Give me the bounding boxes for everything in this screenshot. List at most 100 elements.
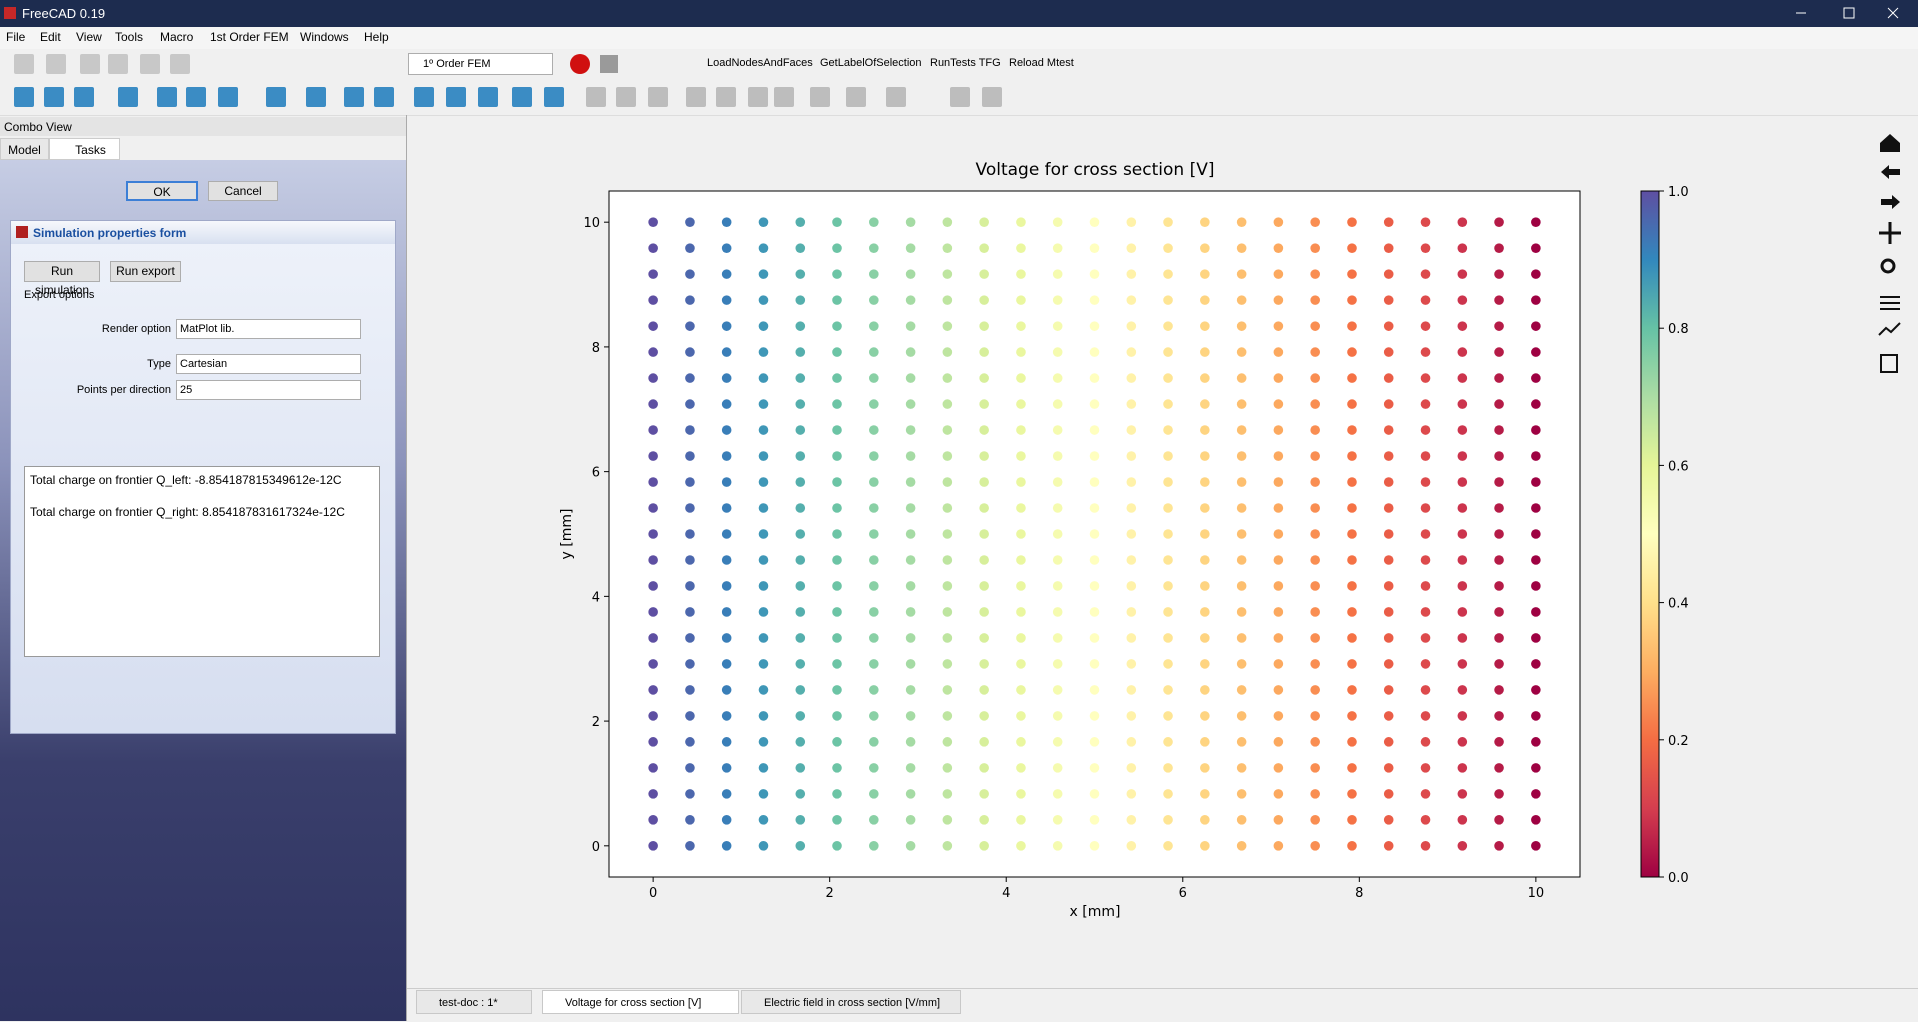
toolbar-icon[interactable] — [414, 87, 434, 107]
point — [1273, 503, 1284, 513]
point — [1420, 269, 1431, 279]
toolbar-icon[interactable] — [846, 87, 866, 107]
point — [1016, 555, 1026, 565]
point — [1273, 295, 1284, 305]
point — [1236, 295, 1247, 305]
toolbar-icon[interactable] — [344, 87, 364, 107]
point — [905, 373, 916, 383]
stop-button[interactable] — [600, 55, 618, 73]
point — [1347, 347, 1357, 357]
toolbar-icon[interactable] — [982, 87, 1002, 107]
toolbar-icon[interactable] — [374, 87, 394, 107]
toolbar-icon[interactable] — [648, 87, 668, 107]
cancel-button[interactable]: Cancel — [208, 181, 278, 201]
document-tab[interactable]: Electric field in cross section [V/mm] — [741, 990, 961, 1014]
point — [648, 659, 658, 669]
type-select[interactable]: Cartesian — [176, 354, 361, 374]
point — [1236, 841, 1247, 851]
menu-item[interactable]: Windows — [300, 30, 349, 44]
menu-item[interactable]: 1st Order FEM — [210, 30, 289, 44]
points-input[interactable]: 25 — [176, 380, 361, 400]
toolbar-icon[interactable] — [446, 87, 466, 107]
point — [1163, 295, 1173, 305]
macro-button[interactable]: GetLabelOfSelection — [820, 57, 922, 69]
colorbar — [1640, 190, 1660, 878]
toolbar-icon[interactable] — [586, 87, 606, 107]
point — [869, 295, 879, 305]
point — [869, 477, 879, 487]
toolbar-icon[interactable] — [14, 54, 34, 74]
toolbar-icon[interactable] — [186, 87, 206, 107]
toolbar-icon[interactable] — [140, 54, 160, 74]
toolbar-icon[interactable] — [810, 87, 830, 107]
toolbar-icon[interactable] — [218, 87, 238, 107]
point — [1052, 737, 1063, 747]
point — [1052, 607, 1063, 617]
toolbar-icon[interactable] — [118, 87, 138, 107]
toolbar-icon[interactable] — [306, 87, 326, 107]
render-select[interactable]: MatPlot lib. — [176, 319, 361, 339]
point — [648, 321, 658, 331]
point — [942, 711, 953, 721]
menu-item[interactable]: Help — [364, 30, 389, 44]
toolbar-icon[interactable] — [14, 87, 34, 107]
run-export-button[interactable]: Run export — [110, 261, 181, 282]
point — [979, 789, 989, 799]
toolbar-icon[interactable] — [108, 54, 128, 74]
point — [1310, 295, 1320, 305]
menu-item[interactable]: Macro — [160, 30, 194, 44]
toolbar-icon[interactable] — [950, 87, 970, 107]
toolbar-icon[interactable] — [80, 54, 100, 74]
toolbar-icon[interactable] — [886, 87, 906, 107]
menu-item[interactable]: File — [6, 30, 26, 44]
toolbar-icon[interactable] — [716, 87, 736, 107]
menu-item[interactable]: Tools — [115, 30, 144, 44]
workbench-select[interactable]: 1º Order FEM — [408, 53, 553, 75]
point — [721, 581, 732, 591]
toolbar-icon[interactable] — [544, 87, 564, 107]
point — [1494, 217, 1504, 227]
toolbar-icon[interactable] — [512, 87, 532, 107]
point — [832, 451, 842, 461]
point — [795, 581, 806, 591]
ok-button[interactable]: OK — [126, 181, 198, 201]
toolbar-icon[interactable] — [616, 87, 636, 107]
record-button[interactable] — [570, 54, 590, 74]
point — [1347, 399, 1357, 409]
window-controls[interactable] — [1780, 0, 1918, 27]
plot-toolbar[interactable] — [1878, 134, 1901, 373]
toolbar-icon[interactable] — [774, 87, 794, 107]
toolbar-icon[interactable] — [748, 87, 768, 107]
toolbar-icon[interactable] — [157, 87, 177, 107]
point — [1163, 711, 1173, 721]
macro-button[interactable]: LoadNodesAndFaces — [707, 57, 813, 69]
point — [869, 399, 879, 409]
point — [1457, 373, 1468, 383]
macro-button[interactable]: Reload Mtest — [1009, 57, 1074, 69]
model-tab[interactable]: Model — [0, 138, 49, 160]
point — [1420, 451, 1431, 461]
document-tab[interactable]: Voltage for cross section [V] — [542, 990, 739, 1014]
point — [721, 295, 732, 305]
point — [685, 763, 695, 773]
menu-item[interactable]: View — [76, 30, 102, 44]
run-simulation-button[interactable]: Run simulation — [24, 261, 100, 297]
menu-item[interactable]: Edit — [40, 30, 61, 44]
toolbar-icon[interactable] — [44, 87, 64, 107]
tasks-tab[interactable]: Tasks — [49, 138, 120, 160]
toolbar-icon[interactable] — [686, 87, 706, 107]
macro-button[interactable]: RunTests TFG — [930, 57, 1001, 69]
toolbar-icon[interactable] — [46, 54, 66, 74]
toolbar-icon[interactable] — [478, 87, 498, 107]
point — [1016, 529, 1026, 539]
document-tab[interactable]: test-doc : 1* — [416, 990, 532, 1014]
toolbar-icon[interactable] — [266, 87, 286, 107]
x-tick-label: 2 — [826, 886, 834, 901]
point — [1383, 347, 1394, 357]
toolbar-icon[interactable] — [170, 54, 190, 74]
point — [1126, 425, 1137, 435]
point — [1420, 659, 1431, 669]
point — [1310, 503, 1320, 513]
toolbar-icon[interactable] — [74, 87, 94, 107]
point — [832, 503, 842, 513]
